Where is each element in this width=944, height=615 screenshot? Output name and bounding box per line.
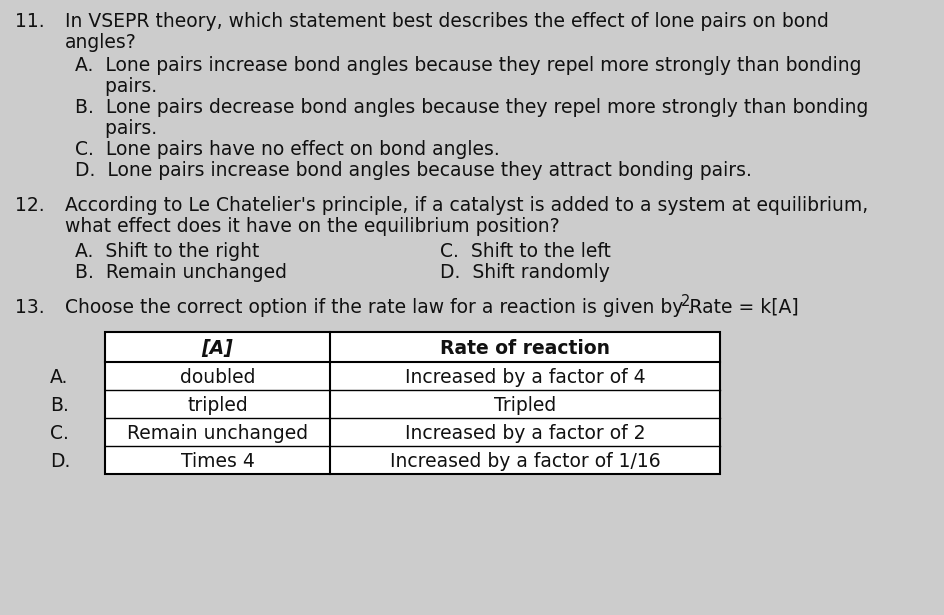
Text: C.: C. bbox=[50, 424, 69, 443]
Text: angles?: angles? bbox=[65, 33, 137, 52]
Text: A.: A. bbox=[50, 368, 68, 387]
Text: 2: 2 bbox=[681, 294, 690, 309]
Bar bbox=[105, 332, 720, 474]
Text: Tripled: Tripled bbox=[494, 396, 556, 415]
Text: Increased by a factor of 2: Increased by a factor of 2 bbox=[405, 424, 646, 443]
Text: D.  Lone pairs increase bond angles because they attract bonding pairs.: D. Lone pairs increase bond angles becau… bbox=[75, 161, 751, 180]
Text: .: . bbox=[687, 298, 693, 317]
Text: A.  Lone pairs increase bond angles because they repel more strongly than bondin: A. Lone pairs increase bond angles becau… bbox=[75, 56, 862, 75]
Text: Choose the correct option if the rate law for a reaction is given by Rate = k[A]: Choose the correct option if the rate la… bbox=[65, 298, 799, 317]
Text: what effect does it have on the equilibrium position?: what effect does it have on the equilibr… bbox=[65, 217, 560, 236]
Text: Increased by a factor of 4: Increased by a factor of 4 bbox=[405, 368, 646, 387]
Text: Increased by a factor of 1/16: Increased by a factor of 1/16 bbox=[390, 452, 660, 471]
Bar bbox=[105, 332, 720, 474]
Text: B.  Remain unchanged: B. Remain unchanged bbox=[75, 263, 287, 282]
Text: A.  Shift to the right: A. Shift to the right bbox=[75, 242, 260, 261]
Text: 12.: 12. bbox=[15, 196, 44, 215]
Text: 13.: 13. bbox=[15, 298, 44, 317]
Text: tripled: tripled bbox=[187, 396, 248, 415]
Text: Rate of reaction: Rate of reaction bbox=[440, 339, 610, 358]
Text: B.  Lone pairs decrease bond angles because they repel more strongly than bondin: B. Lone pairs decrease bond angles becau… bbox=[75, 98, 868, 117]
Text: In VSEPR theory, which statement best describes the effect of lone pairs on bond: In VSEPR theory, which statement best de… bbox=[65, 12, 829, 31]
Text: C.  Shift to the left: C. Shift to the left bbox=[440, 242, 611, 261]
Text: 11.: 11. bbox=[15, 12, 44, 31]
Text: pairs.: pairs. bbox=[75, 119, 157, 138]
Text: Remain unchanged: Remain unchanged bbox=[126, 424, 308, 443]
Text: doubled: doubled bbox=[179, 368, 255, 387]
Text: [A]: [A] bbox=[202, 339, 233, 358]
Text: pairs.: pairs. bbox=[75, 77, 157, 96]
Text: D.: D. bbox=[50, 452, 71, 471]
Text: According to Le Chatelier's principle, if a catalyst is added to a system at equ: According to Le Chatelier's principle, i… bbox=[65, 196, 868, 215]
Text: D.  Shift randomly: D. Shift randomly bbox=[440, 263, 610, 282]
Text: B.: B. bbox=[50, 396, 69, 415]
Text: C.  Lone pairs have no effect on bond angles.: C. Lone pairs have no effect on bond ang… bbox=[75, 140, 499, 159]
Text: Times 4: Times 4 bbox=[180, 452, 255, 471]
